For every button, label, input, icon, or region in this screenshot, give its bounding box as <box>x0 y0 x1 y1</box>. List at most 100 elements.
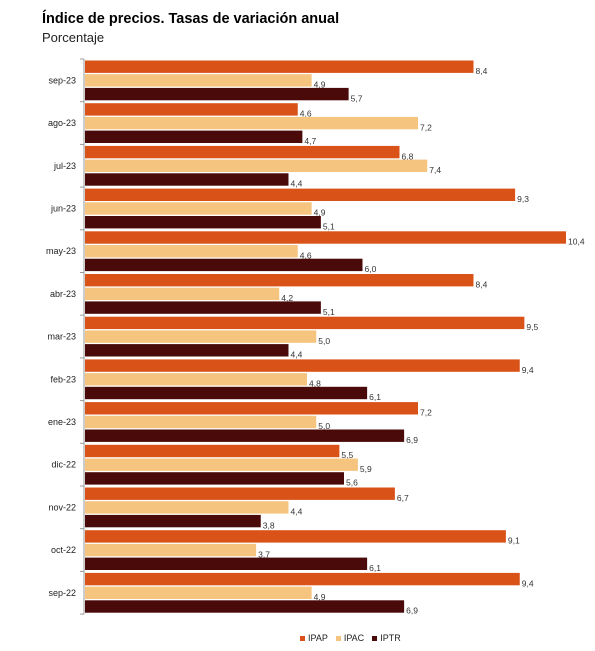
data-label-ipap: 9,4 <box>522 365 534 375</box>
data-label-ipap: 10,4 <box>568 237 585 247</box>
data-label-ipac: 4,9 <box>314 592 326 602</box>
legend-item-ipac: IPAC <box>335 633 365 643</box>
legend-swatch-ipap <box>300 635 305 641</box>
data-label-ipap: 6,8 <box>402 151 414 161</box>
data-label-iptr: 5,6 <box>346 478 358 488</box>
bar-ipap <box>85 188 516 201</box>
bar-ipap <box>85 359 520 372</box>
data-label-ipac: 3,7 <box>258 549 270 559</box>
bar-ipac <box>85 458 358 471</box>
legend-item-ipap: IPAP <box>300 633 328 643</box>
bar-ipac <box>85 116 418 130</box>
bar-iptr <box>85 173 289 186</box>
data-label-ipac: 7,2 <box>420 122 432 132</box>
bar-chart: sep-23 8,4 4,9 5,7 ago-23 4,6 7,2 4,7 jul-23 6,8 7… <box>46 58 585 616</box>
data-label-ipac: 4,4 <box>291 507 303 517</box>
data-label-ipap: 9,4 <box>522 578 534 588</box>
bar-ipac <box>85 330 317 343</box>
bar-ipac <box>85 287 280 301</box>
bar-ipap <box>85 316 525 330</box>
data-label-ipac: 4,8 <box>309 379 321 389</box>
bar-ipap <box>85 572 520 586</box>
bar-ipap <box>85 530 506 543</box>
data-label-iptr: 4,4 <box>291 350 303 360</box>
bar-ipap <box>85 60 474 73</box>
bar-iptr <box>85 87 349 101</box>
bar-ipac <box>85 159 428 172</box>
bar-iptr <box>85 258 363 272</box>
bar-iptr <box>85 557 368 570</box>
data-label-iptr: 5,7 <box>351 93 363 103</box>
data-label-ipac: 5,0 <box>318 336 330 346</box>
category-label: sep-23 <box>48 75 76 85</box>
category-label: ago-23 <box>48 118 76 128</box>
data-label-iptr: 5,1 <box>323 307 335 317</box>
data-label-ipac: 4,9 <box>314 208 326 218</box>
data-label-ipap: 8,4 <box>476 66 488 76</box>
chart-title: Índice de precios. Tasas de variación an… <box>42 11 340 27</box>
bar-ipap <box>85 274 474 287</box>
data-label-ipac: 7,4 <box>429 165 441 175</box>
data-label-ipac: 5,9 <box>360 464 372 474</box>
bar-iptr <box>85 301 321 314</box>
data-label-ipap: 4,6 <box>300 109 312 119</box>
bar-ipap <box>85 444 340 458</box>
bar-ipac <box>85 245 298 258</box>
data-label-iptr: 4,7 <box>304 136 316 146</box>
bar-iptr <box>85 386 368 400</box>
data-label-ipac: 4,2 <box>281 293 293 303</box>
bar-iptr <box>85 472 344 485</box>
bar-ipap <box>85 145 400 159</box>
data-label-iptr: 6,1 <box>369 563 381 573</box>
category-label: sep-22 <box>48 588 76 598</box>
legend-swatch-ipac <box>335 635 341 641</box>
bar-iptr <box>85 514 261 528</box>
bar-ipap <box>85 103 298 116</box>
data-label-ipap: 9,3 <box>517 194 529 204</box>
bar-ipap <box>85 487 395 500</box>
bar-ipac <box>85 74 312 87</box>
bar-ipac <box>85 501 289 514</box>
bar-iptr <box>85 344 289 357</box>
data-label-ipac: 4,9 <box>314 80 326 90</box>
data-label-ipac: 4,6 <box>300 250 312 260</box>
data-label-ipap: 9,1 <box>508 536 520 546</box>
category-label: oct-22 <box>51 545 76 555</box>
category-label: jun-23 <box>50 203 76 213</box>
legend-label-ipap: IPAP <box>308 633 328 643</box>
bar-ipac <box>85 415 317 429</box>
category-label: nov-22 <box>48 502 76 512</box>
legend-item-iptr: IPTR <box>372 633 401 643</box>
legend-swatch-iptr <box>372 635 378 641</box>
data-label-iptr: 6,0 <box>365 264 377 274</box>
bar-iptr <box>85 600 405 613</box>
bar-iptr <box>85 429 405 442</box>
data-label-ipap: 7,2 <box>420 408 432 418</box>
category-label: may-23 <box>46 246 76 256</box>
bar-ipac <box>85 586 312 599</box>
bar-ipac <box>85 202 312 215</box>
category-label: ene-23 <box>48 417 76 427</box>
chart-subtitle: Porcentaje <box>42 30 105 45</box>
category-label: dic-22 <box>51 460 76 470</box>
bar-ipap <box>85 402 418 415</box>
category-label: jul-23 <box>53 161 76 171</box>
data-label-ipap: 9,5 <box>526 322 538 332</box>
bar-ipap <box>85 231 566 244</box>
bar-ipac <box>85 543 257 557</box>
legend-label-iptr: IPTR <box>380 633 401 643</box>
data-label-ipap: 5,5 <box>341 450 353 460</box>
data-label-iptr: 6,9 <box>406 435 418 445</box>
data-label-iptr: 6,9 <box>406 606 418 616</box>
data-label-iptr: 6,1 <box>369 392 381 402</box>
data-label-ipap: 8,4 <box>476 279 488 289</box>
data-label-ipac: 5,0 <box>318 421 330 431</box>
data-label-iptr: 3,8 <box>263 520 275 530</box>
data-label-iptr: 5,1 <box>323 221 335 231</box>
bar-iptr <box>85 216 321 229</box>
legend-label-ipac: IPAC <box>343 633 365 643</box>
data-label-ipap: 6,7 <box>397 493 409 503</box>
bar-iptr <box>85 130 303 143</box>
category-label: feb-23 <box>50 374 76 384</box>
data-label-iptr: 4,4 <box>291 179 303 189</box>
